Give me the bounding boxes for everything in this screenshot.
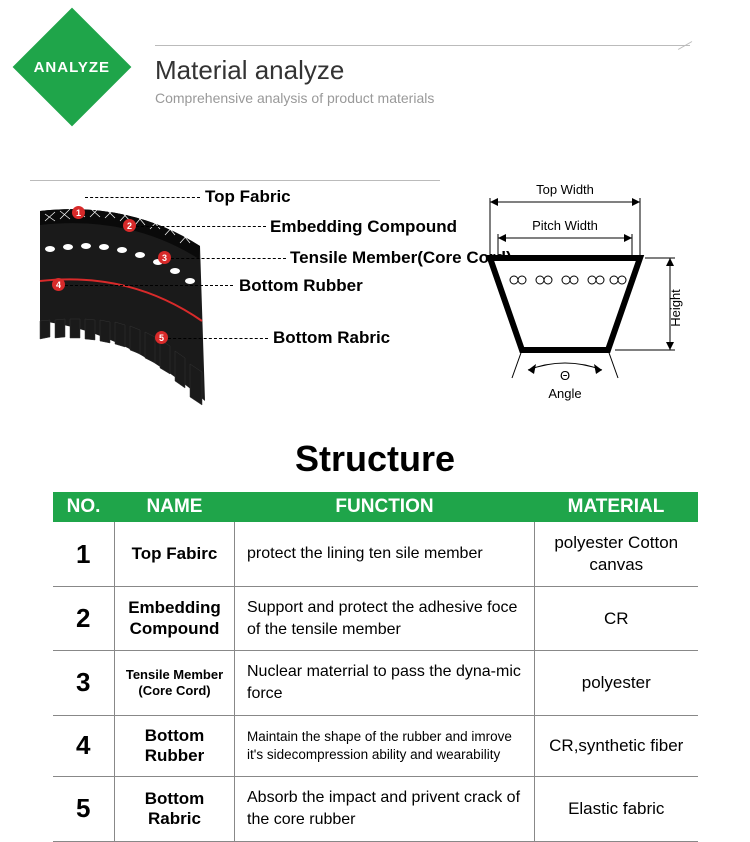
header-text-block: Material analyze Comprehensive analysis …: [155, 55, 434, 106]
callout-label-2: Embedding Compound: [270, 217, 457, 237]
table-row: 4 Bottom Rubber Maintain the shape of th…: [53, 715, 698, 777]
cross-section-svg: Top Width Pitch Width: [480, 180, 690, 410]
col-no: NO.: [53, 492, 115, 522]
cell-function: Maintain the shape of the rubber and imr…: [235, 715, 535, 777]
cell-name: Top Fabirc: [115, 522, 235, 587]
col-material: MATERIAL: [535, 492, 698, 522]
cell-no: 2: [53, 587, 115, 651]
cell-function: Support and protect the adhesive foce of…: [235, 587, 535, 651]
callout-dot-4: 4: [52, 278, 65, 291]
cell-function: protect the lining ten sile member: [235, 522, 535, 587]
callout-label-4: Bottom Rubber: [239, 276, 363, 296]
leader-4: [65, 285, 233, 286]
cell-material: CR: [535, 587, 698, 651]
cross-section: Top Width Pitch Width: [480, 180, 690, 415]
cell-material: Elastic fabric: [535, 777, 698, 841]
table-row: 5 Bottom Rabric Absorb the impact and pr…: [53, 777, 698, 841]
leader-1: [85, 197, 200, 198]
table-row: 3 Tensile Member (Core Cord) Nuclear mat…: [53, 651, 698, 715]
header-rule: [155, 45, 690, 46]
cell-material: polyester: [535, 651, 698, 715]
label-pitch-width: Pitch Width: [532, 218, 598, 233]
cell-function: Absorb the impact and privent crack of t…: [235, 777, 535, 841]
cell-function: Nuclear materrial to pass the dyna-mic f…: [235, 651, 535, 715]
label-angle: Angle: [548, 386, 581, 401]
analyze-badge: ANALYZE: [13, 8, 132, 127]
label-top-width: Top Width: [536, 182, 594, 197]
callout-label-1: Top Fabric: [205, 187, 291, 207]
cell-name: Embedding Compound: [115, 587, 235, 651]
col-function: FUNCTION: [235, 492, 535, 522]
label-theta: Θ: [560, 368, 570, 383]
callout-label-5: Bottom Rabric: [273, 328, 390, 348]
header: ANALYZE Material analyze Comprehensive a…: [0, 0, 750, 150]
cell-no: 5: [53, 777, 115, 841]
callout-dot-1: 1: [72, 206, 85, 219]
cell-material: polyester Cotton canvas: [535, 522, 698, 587]
col-name: NAME: [115, 492, 235, 522]
cell-material: CR,synthetic fiber: [535, 715, 698, 777]
cell-name: Tensile Member (Core Cord): [115, 651, 235, 715]
cell-no: 4: [53, 715, 115, 777]
table-header-row: NO. NAME FUNCTION MATERIAL: [53, 492, 698, 522]
cell-no: 3: [53, 651, 115, 715]
leader-2: [136, 226, 266, 227]
analyze-badge-text: ANALYZE: [34, 59, 110, 76]
table-row: 1 Top Fabirc protect the lining ten sile…: [53, 522, 698, 587]
structure-heading: Structure: [0, 438, 750, 480]
leader-3: [171, 258, 286, 259]
cell-name: Bottom Rabric: [115, 777, 235, 841]
cell-no: 1: [53, 522, 115, 587]
callout-dot-5: 5: [155, 331, 168, 344]
header-subtitle: Comprehensive analysis of product materi…: [155, 90, 434, 106]
callout-dot-2: 2: [123, 219, 136, 232]
cell-name: Bottom Rubber: [115, 715, 235, 777]
label-height: Height: [668, 289, 683, 327]
structure-table: NO. NAME FUNCTION MATERIAL 1 Top Fabirc …: [53, 492, 698, 842]
callout-dot-3: 3: [158, 251, 171, 264]
diagram-area: 1 2 3 4 5 Top Fabric Embedding Compound …: [0, 150, 750, 430]
table-row: 2 Embedding Compound Support and protect…: [53, 587, 698, 651]
belt-cutaway: 1 2 3 4 5 Top Fabric Embedding Compound …: [30, 180, 440, 420]
leader-5: [168, 338, 268, 339]
header-title: Material analyze: [155, 55, 434, 86]
callout-label-3: Tensile Member(Core Cord): [290, 248, 512, 268]
